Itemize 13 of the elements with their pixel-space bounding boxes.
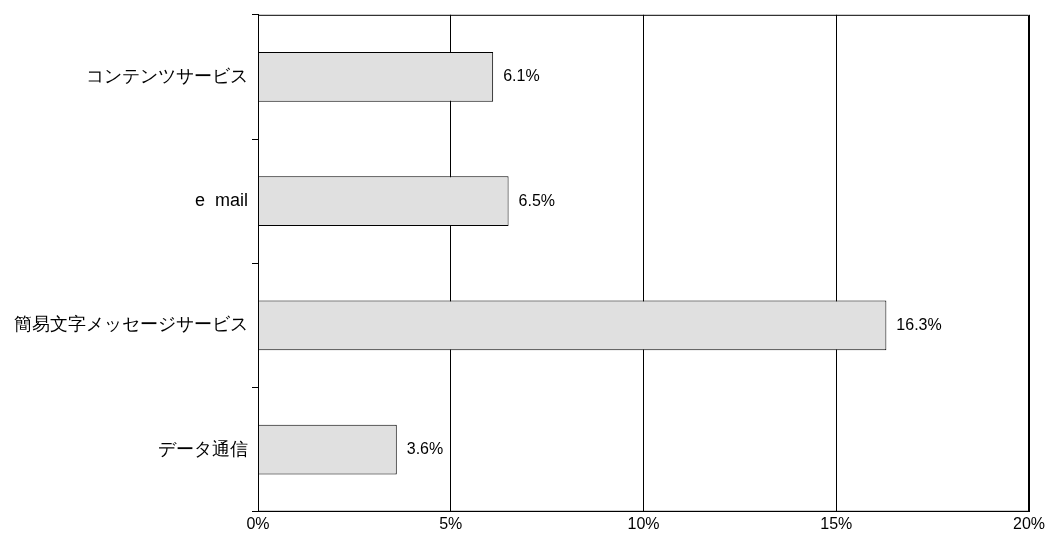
x-tick-label: 10% xyxy=(627,514,660,532)
y-tick-label: 簡易文字メッセージサービス xyxy=(14,314,248,335)
data-label: 3.6% xyxy=(406,440,444,458)
y-tick-label: e mail xyxy=(194,190,248,211)
x-tick-label: 15% xyxy=(820,514,853,532)
x-tick-label: 0% xyxy=(246,514,270,532)
x-tick-label: 20% xyxy=(1012,514,1046,532)
data-label: 6.1% xyxy=(503,67,540,85)
y-tick-label: コンテンツサービス xyxy=(86,65,248,86)
data-label: 16.3% xyxy=(896,315,942,333)
x-tick-label: 5% xyxy=(439,514,463,532)
y-tick-label: データ通信 xyxy=(158,438,248,459)
data-label: 6.5% xyxy=(518,191,556,209)
